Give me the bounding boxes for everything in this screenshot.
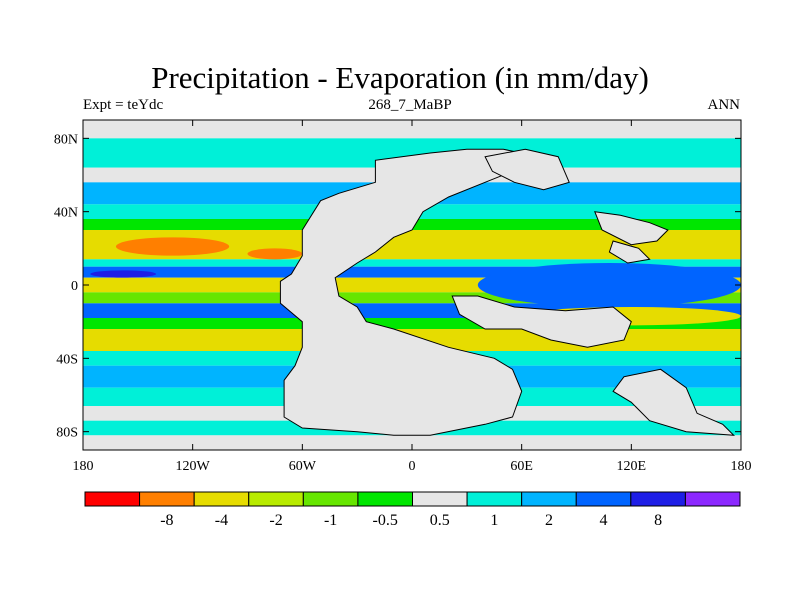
colorbar-box-0	[84, 491, 141, 507]
pme-band-8	[83, 266, 741, 278]
y-tick-label-0: 80N	[54, 132, 78, 147]
chart-title: Precipitation - Evaporation (in mm/day)	[151, 60, 649, 95]
colorbar-box-2	[193, 491, 250, 507]
colorbar-box-1	[139, 491, 195, 507]
x-tick-label-3: 0	[409, 459, 416, 474]
colorbar-label-4: -0.5	[373, 512, 398, 529]
pme-band-0	[83, 120, 741, 139]
colorbar-box-9	[575, 491, 632, 507]
colorbar-box-10	[630, 491, 686, 507]
colorbar-label-5: 0.5	[430, 512, 450, 529]
pangaea-east-landmass	[451, 295, 632, 348]
pme-band-10	[83, 292, 741, 304]
y-tick-label-4: 80S	[56, 426, 78, 441]
pme-band-19	[83, 435, 741, 450]
colorbar-label-7: 2	[545, 512, 553, 529]
y-tick-label-1: 40N	[54, 206, 78, 221]
experiment-label: Expt = teYdc	[83, 97, 164, 113]
axes: 180 120W 60W 0 60E 120E 180 80N 40N 0 40S 80S	[54, 120, 752, 474]
colorbar-box-4	[302, 491, 359, 507]
pme-band-12	[83, 318, 741, 329]
colorbar-label-9: 8	[654, 512, 662, 529]
australia-block-landmass	[612, 368, 736, 436]
y-tick-label-2: 0	[71, 279, 78, 294]
season-label: ANN	[707, 97, 741, 113]
colorbar-box-5	[357, 491, 413, 507]
colorbar-label-1: -4	[215, 512, 228, 529]
colorbar-label-6: 1	[490, 512, 498, 529]
age-label: 268_7_MaBP	[368, 97, 452, 113]
north-pacific-subtropical-dry-patch	[115, 237, 230, 256]
x-tick-label-4: 60E	[510, 459, 533, 474]
colorbar-box-8	[521, 491, 577, 507]
pme-band-7	[83, 259, 741, 267]
south-china-landmass	[608, 240, 651, 264]
colorbar-box-11	[684, 491, 741, 507]
map-layer	[83, 120, 741, 450]
colorbar-box-6	[412, 491, 468, 507]
tethys-wet-belt	[477, 263, 741, 307]
colorbar-label-8: 4	[600, 512, 608, 529]
x-tick-label-6: 180	[731, 459, 752, 474]
x-tick-label-2: 60W	[289, 459, 317, 474]
colorbar: -8 -4 -2 -1 -0.5 0.5 1 2 4 8	[84, 491, 741, 529]
colorbar-label-0: -8	[160, 512, 173, 529]
y-tick-label-3: 40S	[56, 352, 78, 367]
west-pacific-wet-core	[90, 270, 157, 278]
siberia-landmass	[484, 148, 570, 191]
x-tick-label-5: 120E	[617, 459, 647, 474]
colorbar-label-2: -2	[269, 512, 282, 529]
colorbar-box-7	[466, 491, 523, 507]
x-tick-label-0: 180	[73, 459, 94, 474]
colorbar-box-3	[248, 491, 304, 507]
x-tick-label-1: 120W	[176, 459, 211, 474]
continent-outlines	[279, 148, 736, 436]
colorbar-label-3: -1	[324, 512, 337, 529]
cathaysia-landmass	[594, 211, 669, 246]
north-atlantic-dry-patch	[247, 248, 303, 260]
pangaea-west-landmass	[279, 148, 542, 436]
